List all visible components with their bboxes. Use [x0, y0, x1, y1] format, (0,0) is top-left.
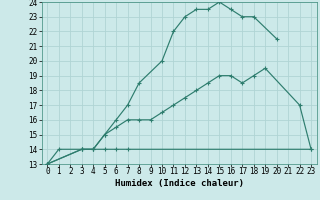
X-axis label: Humidex (Indice chaleur): Humidex (Indice chaleur): [115, 179, 244, 188]
